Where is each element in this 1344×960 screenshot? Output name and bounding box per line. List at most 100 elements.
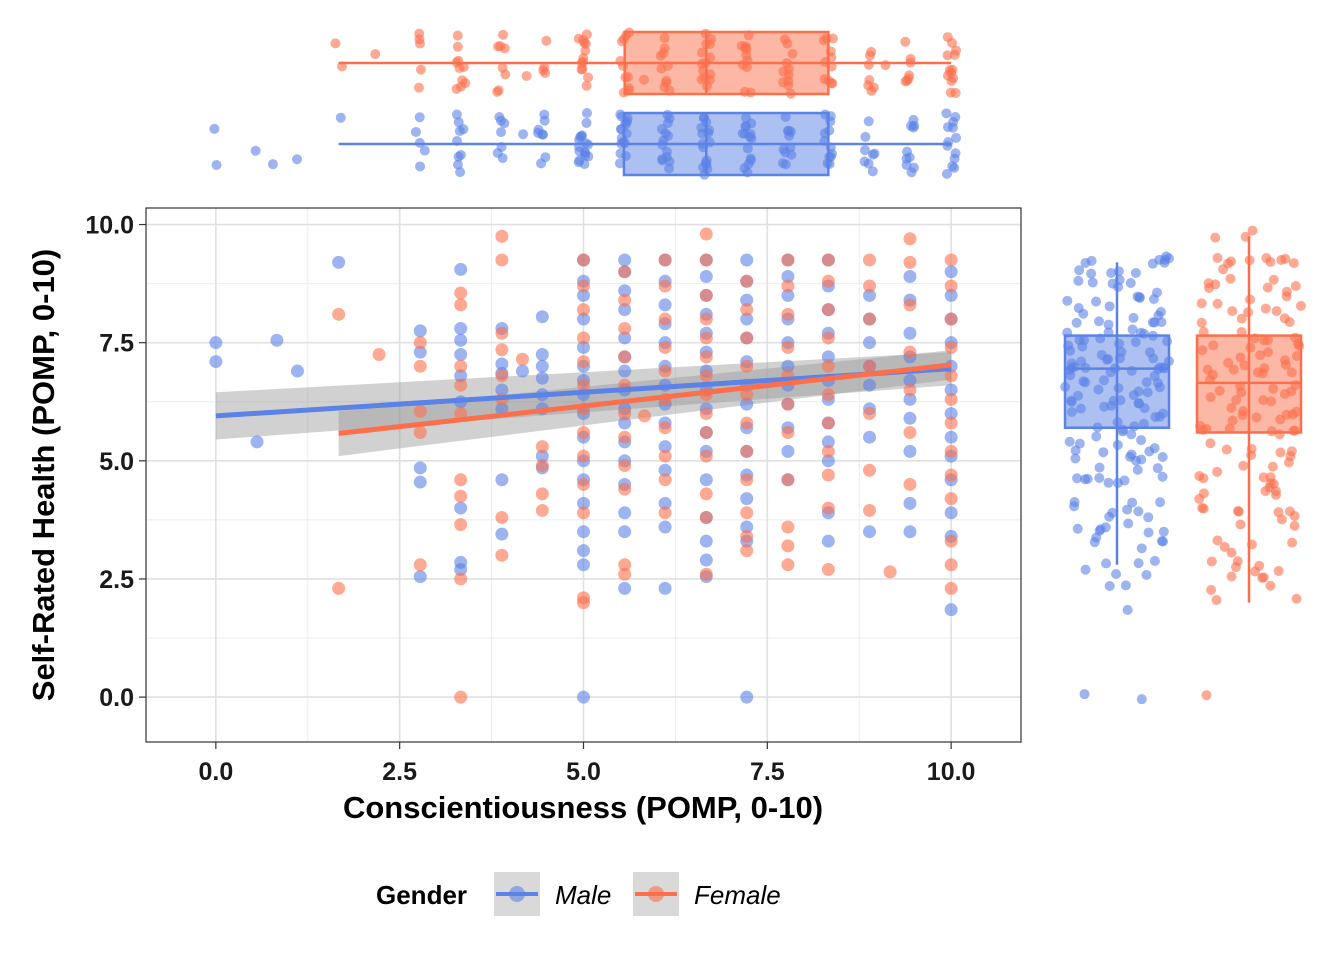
data-point-female bbox=[944, 279, 958, 293]
right-marginal-point-female bbox=[1279, 313, 1290, 324]
right-marginal-point-female bbox=[1194, 493, 1205, 504]
top-marginal-point-female bbox=[880, 60, 891, 71]
right-marginal-point-female bbox=[1291, 593, 1302, 604]
data-point-female bbox=[821, 359, 835, 373]
right-marginal-point-female bbox=[1212, 252, 1223, 263]
data-point-female bbox=[903, 345, 917, 359]
data-point-female bbox=[454, 489, 468, 503]
right-marginal-point-male bbox=[1143, 527, 1154, 538]
y-tick-label: 0.0 bbox=[99, 684, 134, 712]
top-marginal-point-female bbox=[414, 28, 425, 39]
top-marginal-point-female bbox=[942, 32, 953, 43]
data-point-female bbox=[903, 232, 917, 246]
data-point-female bbox=[821, 563, 835, 577]
data-point-female bbox=[495, 229, 509, 243]
top-marginal-point-male bbox=[867, 166, 878, 177]
data-point-female bbox=[883, 565, 897, 579]
data-point-male bbox=[495, 473, 509, 487]
data-point-female bbox=[781, 279, 795, 293]
top-marginal-point-male bbox=[451, 109, 462, 120]
top-marginal-point-male bbox=[452, 159, 463, 170]
top-marginal-point-male bbox=[942, 140, 953, 151]
right-marginal-point-male bbox=[1128, 312, 1139, 323]
regression-line-female bbox=[338, 362, 952, 436]
data-point-female bbox=[454, 286, 468, 300]
data-point-male bbox=[515, 364, 529, 378]
y-axis-ticks: 0.0 2.5 5.0 7.5 10.0 bbox=[85, 212, 146, 712]
data-point-female bbox=[515, 352, 529, 366]
data-point-male bbox=[903, 525, 917, 539]
top-marginal-point-male bbox=[209, 123, 220, 134]
right-marginal-point-male bbox=[1132, 464, 1143, 475]
data-point-male bbox=[863, 378, 877, 392]
data-point-male bbox=[618, 506, 632, 520]
data-point-female bbox=[535, 487, 549, 501]
data-point-female bbox=[903, 477, 917, 491]
data-point-female bbox=[413, 425, 427, 439]
right-marginal-point-female bbox=[1273, 566, 1284, 577]
right-marginal-point-male bbox=[1149, 555, 1160, 566]
data-point-female bbox=[699, 312, 713, 326]
top-marginal-point-female bbox=[521, 70, 532, 81]
data-point-female bbox=[863, 463, 877, 477]
data-point-male bbox=[618, 331, 632, 345]
data-point-female bbox=[495, 511, 509, 525]
right-marginal-point-male bbox=[1107, 507, 1118, 518]
top-marginal-point-female bbox=[541, 35, 552, 46]
right-marginal-point-male bbox=[1157, 451, 1168, 462]
right-marginal-point-male bbox=[1091, 296, 1102, 307]
right-marginal-point-male bbox=[1069, 501, 1080, 512]
right-marginal-point-male bbox=[1113, 266, 1124, 277]
data-point-female bbox=[821, 501, 835, 515]
top-marginal-point-male bbox=[860, 145, 871, 156]
data-point-female bbox=[781, 558, 795, 572]
data-point-male bbox=[944, 430, 958, 444]
top-marginal-point-male bbox=[455, 149, 466, 160]
right-marginal-point-male bbox=[1141, 569, 1152, 580]
right-marginal-point-female bbox=[1212, 298, 1223, 309]
data-point-male bbox=[270, 333, 284, 347]
right-marginal-point-female bbox=[1227, 306, 1238, 317]
data-point-female bbox=[454, 359, 468, 373]
data-point-male bbox=[740, 520, 754, 534]
top-marginal-point-male bbox=[540, 152, 551, 163]
data-point-female bbox=[944, 468, 958, 482]
top-marginal-point-male bbox=[901, 160, 912, 171]
right-marginal-point-female bbox=[1295, 300, 1306, 311]
data-point-male bbox=[535, 371, 549, 385]
right-marginal-point-male bbox=[1122, 504, 1133, 515]
right-marginal-point-female bbox=[1264, 482, 1275, 493]
data-point-male bbox=[618, 303, 632, 317]
data-point-male bbox=[454, 369, 468, 383]
right-marginal-point-female bbox=[1262, 282, 1273, 293]
data-point-male bbox=[740, 397, 754, 411]
top-marginal-point-male bbox=[860, 131, 871, 142]
data-point-female bbox=[699, 350, 713, 364]
right-marginal-point-male bbox=[1163, 253, 1174, 264]
right-marginal-point-female bbox=[1212, 466, 1223, 477]
data-point-female bbox=[454, 407, 468, 421]
top-marginal-point-male bbox=[908, 114, 919, 125]
data-point-male bbox=[454, 262, 468, 276]
data-point-male bbox=[209, 336, 223, 350]
data-point-female bbox=[658, 312, 672, 326]
right-marginal-point-male bbox=[1155, 497, 1166, 508]
right-marginal-point-male bbox=[1091, 532, 1102, 543]
data-point-male bbox=[332, 255, 346, 269]
right-marginal-point-female bbox=[1205, 438, 1216, 449]
data-point-male bbox=[781, 444, 795, 458]
data-point-male bbox=[821, 435, 835, 449]
data-point-female bbox=[658, 449, 672, 463]
data-point-female bbox=[863, 359, 877, 373]
data-point-female bbox=[781, 425, 795, 439]
data-point-male bbox=[535, 359, 549, 373]
x-tick-label: 7.5 bbox=[750, 758, 785, 786]
top-box-male bbox=[622, 111, 830, 177]
data-point-female bbox=[413, 336, 427, 350]
data-point-female bbox=[638, 409, 652, 423]
data-point-female bbox=[535, 440, 549, 454]
data-point-female bbox=[740, 359, 754, 373]
top-marginal-point-female bbox=[900, 36, 911, 47]
right-marginal-point-male bbox=[1073, 275, 1084, 286]
